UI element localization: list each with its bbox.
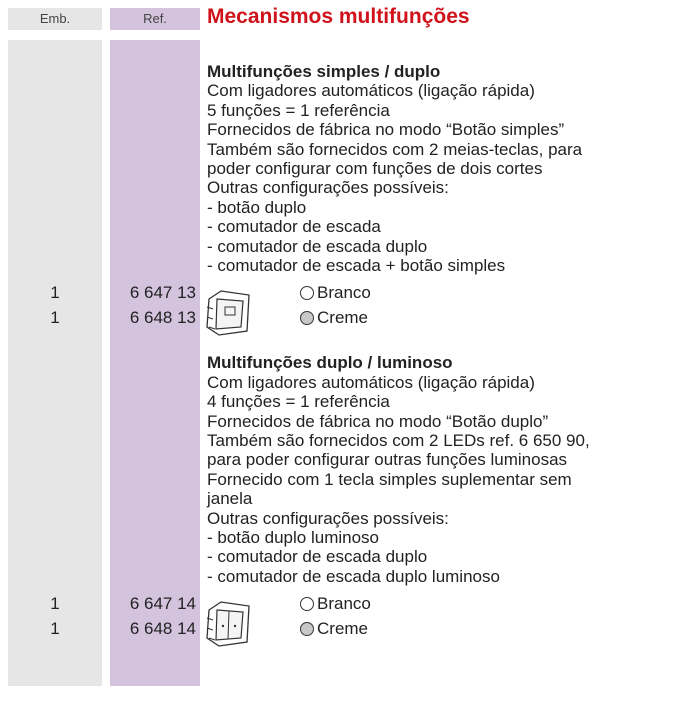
section-title: Multifunções duplo / luminoso [207, 353, 453, 373]
description-line: - comutador de escada duplo [207, 236, 428, 256]
emb-value: 1 [50, 308, 60, 328]
finish-swatch [300, 311, 314, 326]
description-line: Também são fornecidos com 2 LEDs ref. 6 … [207, 431, 590, 450]
description-line: 5 funções = 1 referência [207, 100, 390, 120]
description-line: - comutador de escada [207, 217, 381, 237]
description-line: - botão duplo luminoso [207, 528, 380, 547]
ref-value: 6 647 14 [129, 594, 196, 614]
ref-value: 6 647 13 [129, 283, 196, 303]
page-title: Mecanismos multifunções [207, 5, 470, 28]
description-line: Com ligadores automáticos (ligação rápid… [207, 372, 535, 392]
ref-value: 6 648 14 [129, 619, 196, 639]
finish-swatch [300, 622, 314, 637]
emb-column [8, 40, 102, 686]
finish-swatch [300, 286, 314, 301]
finish-label: Creme [317, 619, 369, 639]
description-line: poder configurar com funções de dois cor… [207, 159, 543, 178]
finish-label: Creme [317, 308, 369, 328]
description-line: - botão duplo [207, 197, 307, 217]
switch-icon [206, 290, 250, 337]
description-line: - comutador de escada + botão simples [207, 256, 506, 275]
description-line: - comutador de escada duplo luminoso [207, 566, 500, 586]
description-line: Com ligadores automáticos (ligação rápid… [207, 81, 535, 101]
ref-column [110, 40, 200, 686]
description-line: Fornecido com 1 tecla simples suplementa… [207, 469, 572, 489]
finish-swatch [300, 597, 314, 612]
finish-label: Branco [317, 283, 371, 303]
emb-value: 1 [50, 619, 60, 639]
emb-value: 1 [50, 594, 60, 614]
finish-label: Branco [317, 594, 371, 614]
ref-value: 6 648 13 [129, 308, 196, 328]
section-title: Multifunções simples / duplo [207, 62, 441, 81]
description-line: janela [207, 489, 253, 509]
switch-icon [206, 601, 250, 647]
description-line: Fornecidos de fábrica no modo “Botão dup… [207, 411, 549, 431]
description-line: Outras configurações possíveis: [207, 178, 449, 198]
description-line: 4 funções = 1 referência [207, 392, 390, 412]
description-line: Fornecidos de fábrica no modo “Botão sim… [207, 120, 565, 140]
description-line: - comutador de escada duplo [207, 547, 428, 567]
emb-header: Emb. [8, 8, 102, 30]
description-line: Também são fornecidos com 2 meias-teclas… [207, 139, 583, 159]
ref-header: Ref. [110, 8, 200, 30]
description-line: para poder configurar outras funções lum… [207, 450, 568, 470]
emb-value: 1 [50, 283, 60, 303]
description-line: Outras configurações possíveis: [207, 508, 449, 528]
